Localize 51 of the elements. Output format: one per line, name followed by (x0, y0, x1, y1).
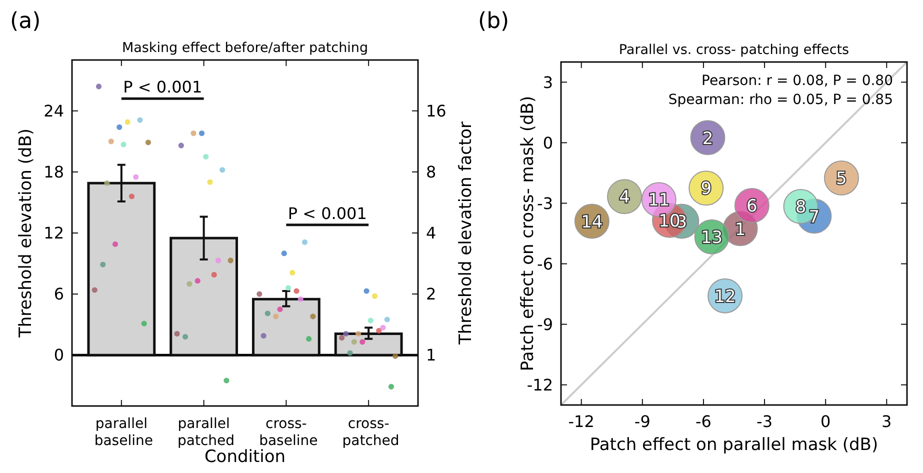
annotation: P < 0.001 (123, 78, 202, 97)
y-tick-label: 12 (44, 224, 64, 243)
annotation: Spearman: rho = 0.05, P = 0.85 (668, 92, 893, 108)
y2-axis-title: Threshold elevation factor (456, 121, 476, 346)
x-axis-title: Condition (204, 447, 286, 467)
x-tick-label: cross- patched (338, 416, 400, 449)
x-tick-label: -9 (634, 412, 650, 431)
x-tick-label: 0 (820, 412, 831, 431)
y-axis-title: Patch effect on cross- mask (dB) (518, 96, 538, 372)
y2-tick-label: 8 (426, 162, 436, 182)
y-tick-label: 18 (44, 162, 64, 182)
x-tick-label: -3 (756, 412, 773, 431)
y-tick-label: -9 (537, 314, 553, 334)
y2-tick-label: 16 (426, 101, 446, 120)
chart-title: Parallel vs. cross- patching effects (618, 42, 850, 58)
annotation: Pearson: r = 0.08, P = 0.80 (702, 73, 893, 89)
chart-title: Masking effect before/after patching (122, 40, 368, 56)
y-tick-label: 0 (54, 346, 64, 365)
y-axis-title: Threshold elevation (dB) (16, 128, 36, 338)
y-tick-label: 24 (44, 101, 64, 120)
y2-tick-label: 2 (426, 284, 436, 304)
series-label: 13 (700, 228, 723, 248)
series-label: 12 (714, 286, 736, 307)
y-tick-label: 3 (542, 72, 553, 92)
x-tick-label: -12 (568, 412, 594, 431)
series-label: 2 (702, 128, 714, 149)
y-tick-label: 0 (542, 133, 553, 152)
annotation: P < 0.001 (288, 204, 367, 223)
x-tick-label: parallel patched (173, 416, 235, 449)
series-label: 8 (795, 198, 806, 218)
series-label: 4 (619, 188, 630, 208)
x-axis-title: Patch effect on parallel mask (dB) (590, 435, 878, 455)
series-label: 7 (808, 207, 820, 228)
series-label: 9 (700, 179, 712, 200)
x-tick-label: 3 (882, 412, 892, 431)
y-tick-label: -3 (537, 194, 553, 213)
x-tick-label: parallel baseline (90, 416, 153, 449)
y2-tick-label: 1 (426, 346, 436, 365)
y2-tick-label: 4 (426, 224, 436, 243)
series-label: 14 (581, 212, 603, 232)
x-tick-label: -6 (695, 412, 712, 431)
y-tick-label: -6 (537, 254, 553, 274)
text: (b) (478, 9, 510, 34)
series-label: 11 (648, 190, 670, 211)
y-tick-label: 6 (54, 284, 64, 304)
series-label: 1 (734, 220, 746, 240)
series-label: 6 (746, 196, 758, 217)
text: (a) (10, 9, 41, 34)
x-tick-label: cross- baseline (254, 416, 318, 449)
series-label: 5 (836, 169, 847, 190)
y-tick-label: -12 (526, 375, 553, 394)
